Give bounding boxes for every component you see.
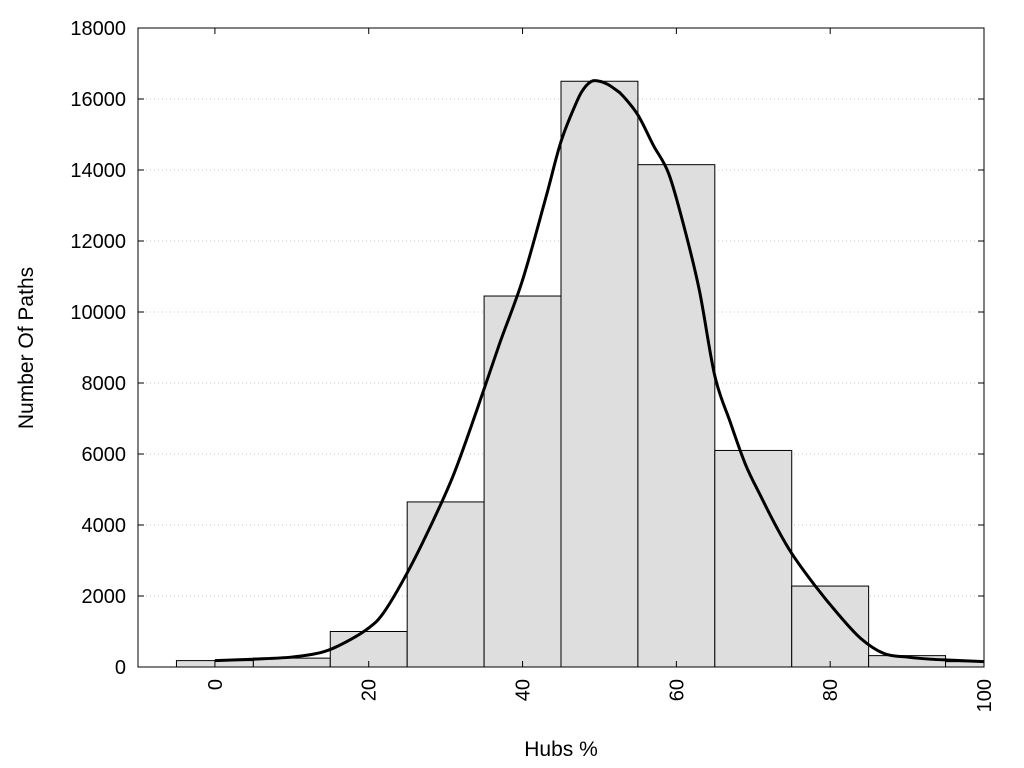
y-tick-label: 10000: [70, 302, 126, 324]
y-tick-label: 4000: [82, 515, 127, 537]
histogram-bar: [637, 164, 716, 668]
x-tick-label: 20: [359, 679, 381, 701]
histogram-bar: [406, 501, 485, 668]
x-tick-label: 40: [513, 679, 535, 701]
grid-lines: [138, 98, 984, 597]
density-curve: [214, 79, 985, 664]
bars: [175, 80, 985, 668]
y-axis-label: Number Of Paths: [15, 267, 38, 429]
y-tick-label: 8000: [82, 373, 127, 395]
histogram-bar: [791, 585, 870, 668]
y-tick-label: 0: [115, 657, 126, 679]
x-axis-ticks: 0 20 40 60 80 100: [205, 28, 996, 712]
x-axis-label: Hubs %: [524, 738, 598, 761]
y-tick-label: 18000: [70, 18, 126, 40]
histogram-bar: [329, 631, 408, 668]
y-tick-label: 16000: [70, 89, 126, 111]
y-tick-label: 12000: [70, 231, 126, 253]
x-tick-label: 0: [205, 679, 227, 690]
histogram-bar: [560, 80, 639, 668]
x-tick-label: 60: [666, 679, 688, 701]
x-tick-label: 100: [974, 679, 996, 712]
histogram-bar: [483, 295, 562, 668]
density-curve-group: [214, 79, 985, 664]
plot-frame: [137, 27, 985, 668]
y-axis-ticks: 0 2000 4000 6000 8000 10000 12000 14000 16000 180…: [70, 18, 984, 679]
y-tick-label: 14000: [70, 160, 126, 182]
y-tick-label: 2000: [82, 586, 127, 608]
histogram-bar: [714, 449, 793, 668]
x-tick-label: 80: [820, 679, 842, 701]
y-tick-label: 6000: [82, 444, 127, 466]
